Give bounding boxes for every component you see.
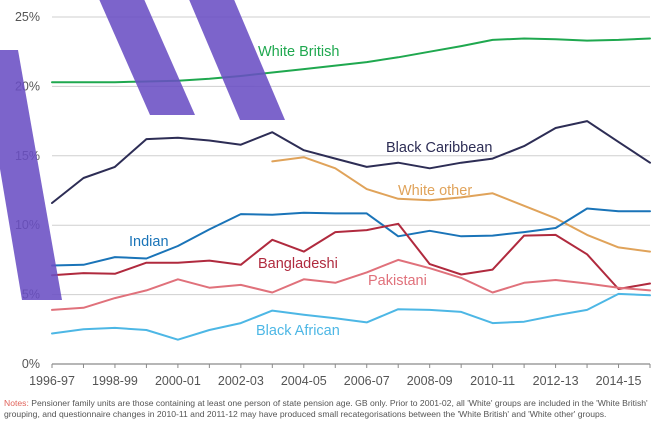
x-axis-tick-labels: 1996-97 1998-99 2000-01 2002-03 2004-05 2006-… bbox=[29, 374, 641, 388]
x-tick-label: 2008-09 bbox=[407, 374, 453, 388]
watermark-graphic bbox=[0, 0, 285, 300]
series-label-pakistani: Pakistani bbox=[368, 273, 427, 289]
series-labels: White British Black Caribbean White other I… bbox=[129, 44, 492, 339]
x-tick-label: 2006-07 bbox=[344, 374, 390, 388]
line-chart: 0%5%10%15%20%25% 1996-971998-992000-0120… bbox=[0, 0, 651, 388]
series-label-black-caribbean: Black Caribbean bbox=[386, 140, 492, 156]
notes-label: Notes: bbox=[4, 398, 29, 408]
x-axis bbox=[51, 363, 651, 368]
x-tick-label: 2012-13 bbox=[533, 374, 579, 388]
x-tick-label: 2014-15 bbox=[596, 374, 642, 388]
x-tick-label: 2010-11 bbox=[470, 374, 515, 388]
x-tick-label: 2004-05 bbox=[281, 374, 327, 388]
series-label-indian: Indian bbox=[129, 234, 169, 250]
series-line-bangladeshi bbox=[51, 222, 651, 290]
series-label-black-african: Black African bbox=[256, 323, 340, 339]
series-line-indian bbox=[51, 207, 651, 267]
x-tick-label: 2000-01 bbox=[155, 374, 201, 388]
series-label-white-british: White British bbox=[258, 44, 339, 60]
y-tick-label: 0% bbox=[22, 357, 40, 371]
series-label-bangladeshi: Bangladeshi bbox=[258, 256, 338, 272]
x-tick-label: 1996-97 bbox=[29, 374, 75, 388]
series-lines bbox=[51, 37, 651, 341]
y-tick-label: 25% bbox=[15, 10, 40, 24]
x-tick-label: 2002-03 bbox=[218, 374, 264, 388]
series-line-black-african bbox=[51, 292, 651, 341]
series-line-white-other bbox=[271, 156, 651, 253]
series-label-white-other: White other bbox=[398, 183, 472, 199]
chart-notes: Notes: Pensioner family units are those … bbox=[4, 398, 664, 419]
series-line-black-caribbean bbox=[51, 120, 651, 204]
notes-text: Pensioner family units are those contain… bbox=[4, 398, 648, 419]
series-line-pakistani bbox=[51, 258, 651, 311]
x-tick-label: 1998-99 bbox=[92, 374, 138, 388]
